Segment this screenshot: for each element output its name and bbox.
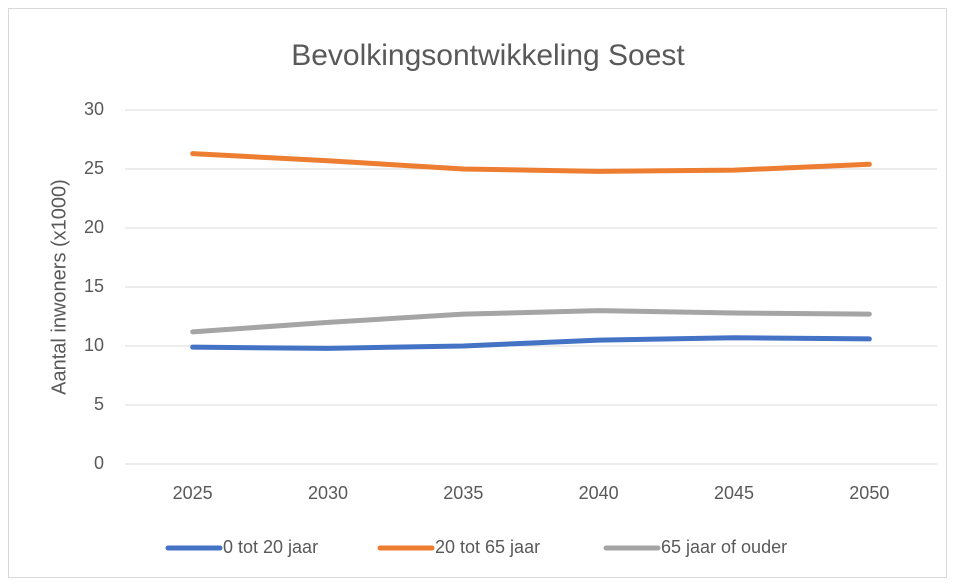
data-line xyxy=(190,151,872,174)
legend-label: 65 jaar of ouder xyxy=(661,537,787,557)
data-line xyxy=(190,335,872,351)
y-tick-label: 30 xyxy=(84,99,104,119)
data-line xyxy=(190,308,872,335)
y-tick-label: 0 xyxy=(94,453,104,473)
x-tick-label: 2035 xyxy=(443,483,483,503)
y-tick-label: 5 xyxy=(94,394,104,414)
x-tick-label: 2050 xyxy=(849,483,889,503)
y-tick-label: 25 xyxy=(84,158,104,178)
legend-label: 0 tot 20 jaar xyxy=(223,537,318,557)
x-tick-label: 2040 xyxy=(579,483,619,503)
x-tick-label: 2045 xyxy=(714,483,754,503)
x-tick-label: 2025 xyxy=(173,483,213,503)
chart-border xyxy=(8,8,947,578)
y-tick-label: 20 xyxy=(84,217,104,237)
x-tick-label: 2030 xyxy=(308,483,348,503)
y-tick-label: 15 xyxy=(84,276,104,296)
y-tick-label: 10 xyxy=(84,335,104,355)
chart-title: Bevolkingsontwikkeling Soest xyxy=(291,39,685,72)
legend-label: 20 tot 65 jaar xyxy=(435,537,540,557)
y-axis-label: Aantal inwoners (x1000) xyxy=(48,179,70,395)
